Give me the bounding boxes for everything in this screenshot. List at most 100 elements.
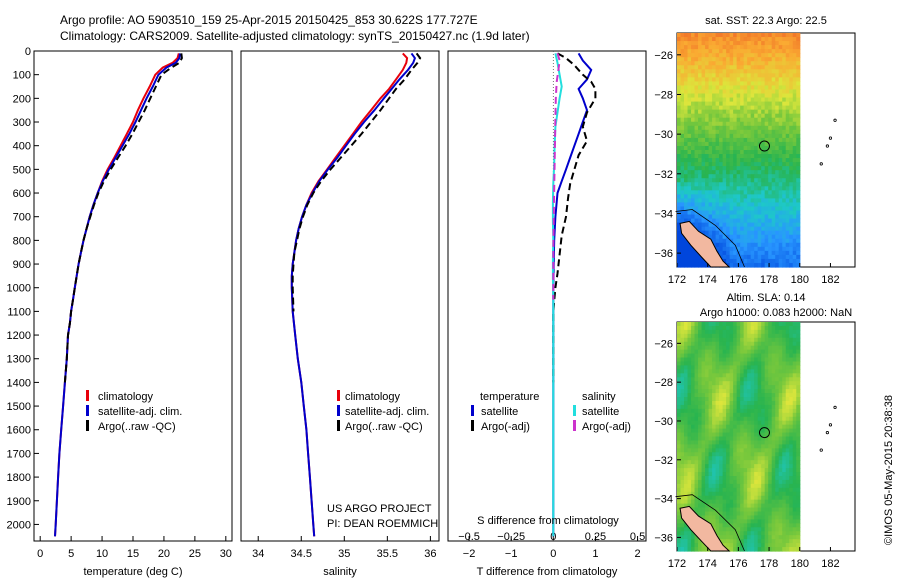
map-cell	[747, 389, 752, 394]
map-cell	[701, 345, 706, 351]
map-cell	[680, 483, 685, 489]
map-cell	[792, 141, 797, 147]
map-cell	[757, 440, 762, 445]
map-cell	[705, 186, 710, 191]
map-cell	[782, 436, 787, 442]
map-cell	[680, 242, 685, 248]
map-cell	[705, 49, 710, 54]
map-cell	[719, 158, 724, 163]
map-cell	[754, 341, 759, 347]
map-cell	[771, 178, 776, 183]
map-cell	[684, 365, 689, 370]
map-cell	[733, 133, 738, 139]
map-cell	[701, 33, 706, 38]
map-cell	[775, 483, 780, 489]
map-cell	[698, 428, 703, 434]
map-cell	[684, 150, 689, 155]
map-cell	[764, 377, 769, 382]
map-cell	[694, 145, 699, 151]
map-cell	[792, 456, 797, 461]
map-cell	[764, 333, 769, 339]
map-cell	[782, 349, 787, 355]
map-cell	[684, 170, 689, 175]
map-cell	[708, 178, 713, 183]
map-cell	[712, 210, 717, 216]
map-cell	[778, 535, 783, 540]
map-cell	[757, 389, 762, 394]
map-cell	[785, 109, 790, 115]
map-cell	[719, 109, 724, 115]
legend-label-t-satellite: satellite	[481, 406, 518, 418]
map-cell	[764, 57, 769, 62]
map-cell	[778, 246, 783, 252]
map-cell	[694, 333, 699, 339]
map-cell	[768, 511, 773, 517]
map-cell	[768, 337, 773, 343]
map-cell	[768, 515, 773, 521]
map-cell	[792, 194, 797, 200]
map-cell	[764, 109, 769, 115]
map-cell	[743, 210, 748, 216]
map-cell	[771, 361, 776, 367]
map-cell	[684, 341, 689, 347]
map-cell	[694, 89, 699, 95]
map-cell	[792, 479, 797, 485]
map-cell	[687, 69, 692, 74]
map-cell	[691, 49, 696, 54]
map-cell	[694, 194, 699, 200]
map-cell	[757, 404, 762, 410]
map-cell	[677, 145, 682, 151]
map-cell	[771, 424, 776, 430]
map-cell	[729, 341, 734, 347]
map-cell	[785, 69, 790, 74]
map-cell	[736, 507, 741, 513]
map-cell	[747, 150, 752, 155]
map-cell	[722, 254, 727, 260]
map-cell	[750, 337, 755, 343]
map-cell	[705, 222, 710, 228]
map-cell	[754, 535, 759, 540]
map-cell	[747, 242, 752, 248]
map-cell	[722, 121, 727, 127]
map-cell	[789, 129, 794, 135]
map-cell	[712, 53, 717, 58]
map-cell	[796, 262, 801, 268]
map-cell	[740, 218, 745, 224]
map-cell	[736, 483, 741, 489]
map-cell	[778, 527, 783, 532]
sla-map: Altim. SLA: 0.14 Argo h1000: 0.083 h2000…	[654, 292, 856, 570]
map-cell	[750, 377, 755, 382]
map-cell	[705, 424, 710, 430]
map-cell	[768, 479, 773, 485]
sla-map-ticks: 172 174 176 178 180 182−26−28−30−32−34−36	[654, 338, 839, 570]
map-cell	[761, 85, 766, 91]
map-cell	[729, 404, 734, 410]
map-cell	[792, 408, 797, 414]
map-cell	[757, 535, 762, 540]
map-cell	[796, 133, 801, 139]
map-cell	[687, 353, 692, 359]
map-cell	[750, 170, 755, 175]
map-cell	[712, 385, 717, 390]
map-cell	[698, 479, 703, 485]
map-cell	[768, 499, 773, 505]
map-cell	[722, 341, 727, 347]
map-cell	[789, 258, 794, 264]
map-cell	[687, 475, 692, 481]
map-cell	[789, 190, 794, 195]
map-cell	[733, 222, 738, 228]
map-cell	[722, 507, 727, 513]
map-cell	[785, 511, 790, 517]
map-cell	[736, 539, 741, 544]
map-cell	[796, 389, 801, 394]
map-cell	[782, 389, 787, 394]
salinity-plot: 34 34.5 35 35.5 36 salinity climatology sate…	[240, 50, 440, 578]
map-cell	[719, 365, 724, 370]
map-cell	[775, 101, 780, 107]
map-cell	[789, 349, 794, 355]
map-cell	[747, 353, 752, 359]
map-cell	[736, 125, 741, 131]
map-cell	[719, 206, 724, 212]
map-cell	[792, 33, 797, 38]
map-cell	[768, 218, 773, 224]
